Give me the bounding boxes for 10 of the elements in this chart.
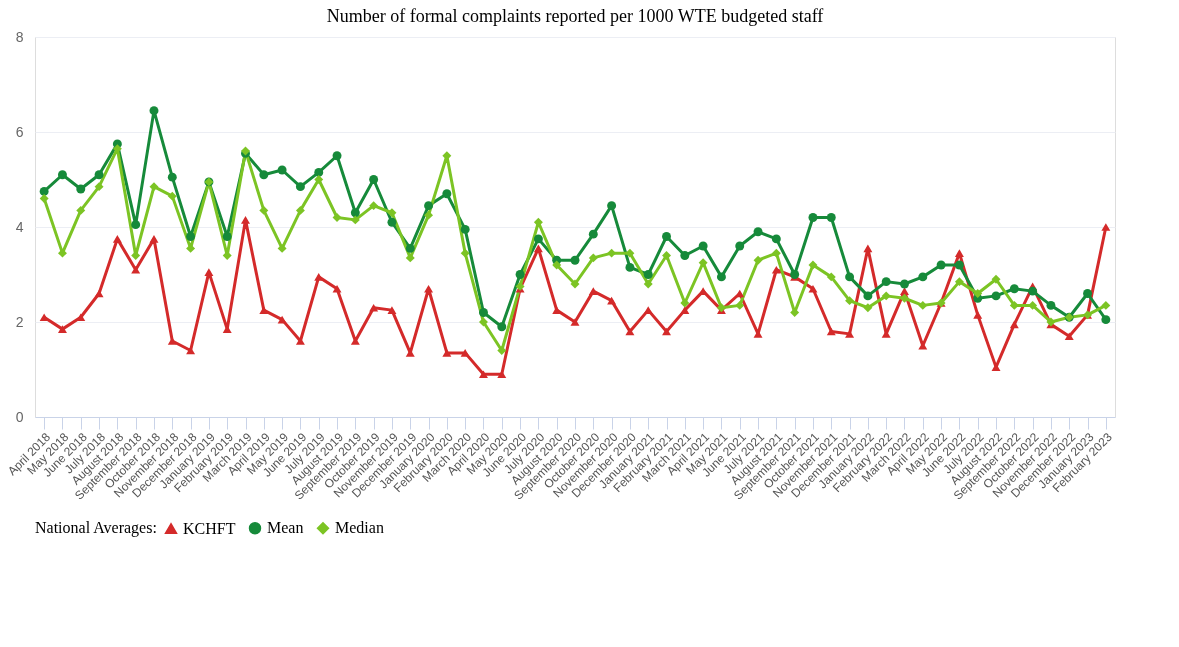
- y-tick-label: 8: [15, 28, 24, 45]
- legend-label: Mean: [267, 519, 304, 537]
- y-tick-label: 2: [15, 313, 24, 330]
- y-tick-label: 4: [15, 218, 24, 235]
- legend-label: KCHFT: [183, 519, 236, 537]
- y-tick-label: 0: [15, 408, 24, 425]
- chart-title: Number of formal complaints reported per 1000 WTE budgeted staff: [326, 6, 824, 26]
- y-tick-label: 6: [15, 123, 24, 140]
- legend-title: National Averages:: [35, 519, 157, 537]
- legend-label: Median: [335, 519, 384, 537]
